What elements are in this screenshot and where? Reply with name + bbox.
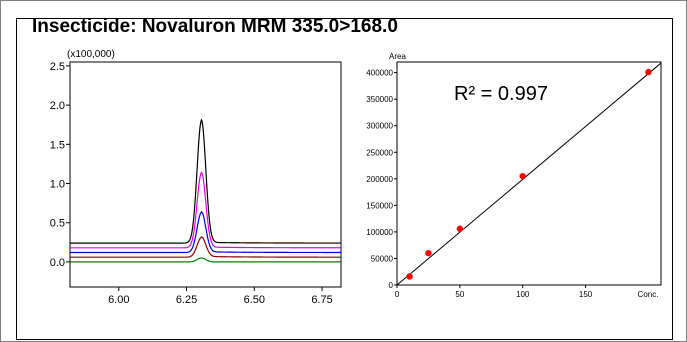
y-tick-label: 50000 [371,254,394,263]
y-tick-label: 200000 [366,175,393,184]
y-axis-multiplier-label: (x100,000) [67,49,115,60]
y-tick-label: 100000 [366,228,393,237]
r-squared-annotation: R² = 0.997 [454,83,548,105]
y-tick-label: 1.5 [50,139,65,151]
y-tick-label: 400000 [366,69,393,78]
y-tick-label: 350000 [366,95,393,104]
calibration-plot-area [396,61,662,286]
y-axis-label: Area [389,52,406,61]
x-axis-end-label: Conc. [638,290,659,299]
chromatogram-plot-area [69,61,342,288]
y-tick-label: 150000 [366,201,393,210]
y-tick-label: 0.5 [50,218,65,230]
calibration-fit-line [396,62,662,286]
x-tick-label: 0 [395,290,400,299]
chromatogram-trace [70,118,341,244]
x-tick-label: 50 [455,290,464,299]
x-tick-label: 6.25 [176,294,197,306]
calibration-point [406,273,413,280]
y-tick-label: 300000 [366,122,393,131]
calibration-point [519,172,526,180]
y-tick-label: 0 [389,281,394,290]
chromatogram-trace [70,210,341,254]
y-tick-label: 2.0 [50,100,65,112]
y-tick-label: 250000 [366,148,393,157]
chromatogram-trace [70,236,341,258]
x-tick-label: 6.50 [244,294,265,306]
chart-title: Insecticide: Novaluron MRM 335.0>168.0 [32,16,398,37]
x-tick-label: 6.75 [311,294,332,306]
y-tick-label: 2.5 [50,61,65,73]
chromatogram-trace [70,257,341,263]
calibration-point [456,225,464,232]
calibration-point [645,68,652,76]
y-tick-label: 0.0 [50,257,65,269]
x-tick-label: 6.00 [108,294,129,306]
x-tick-label: 150 [579,290,593,299]
figure-panel [16,18,673,340]
chromatogram-trace [70,171,341,249]
calibration-point [425,249,432,257]
y-tick-label: 1.0 [50,179,65,191]
x-tick-label: 100 [516,290,530,299]
